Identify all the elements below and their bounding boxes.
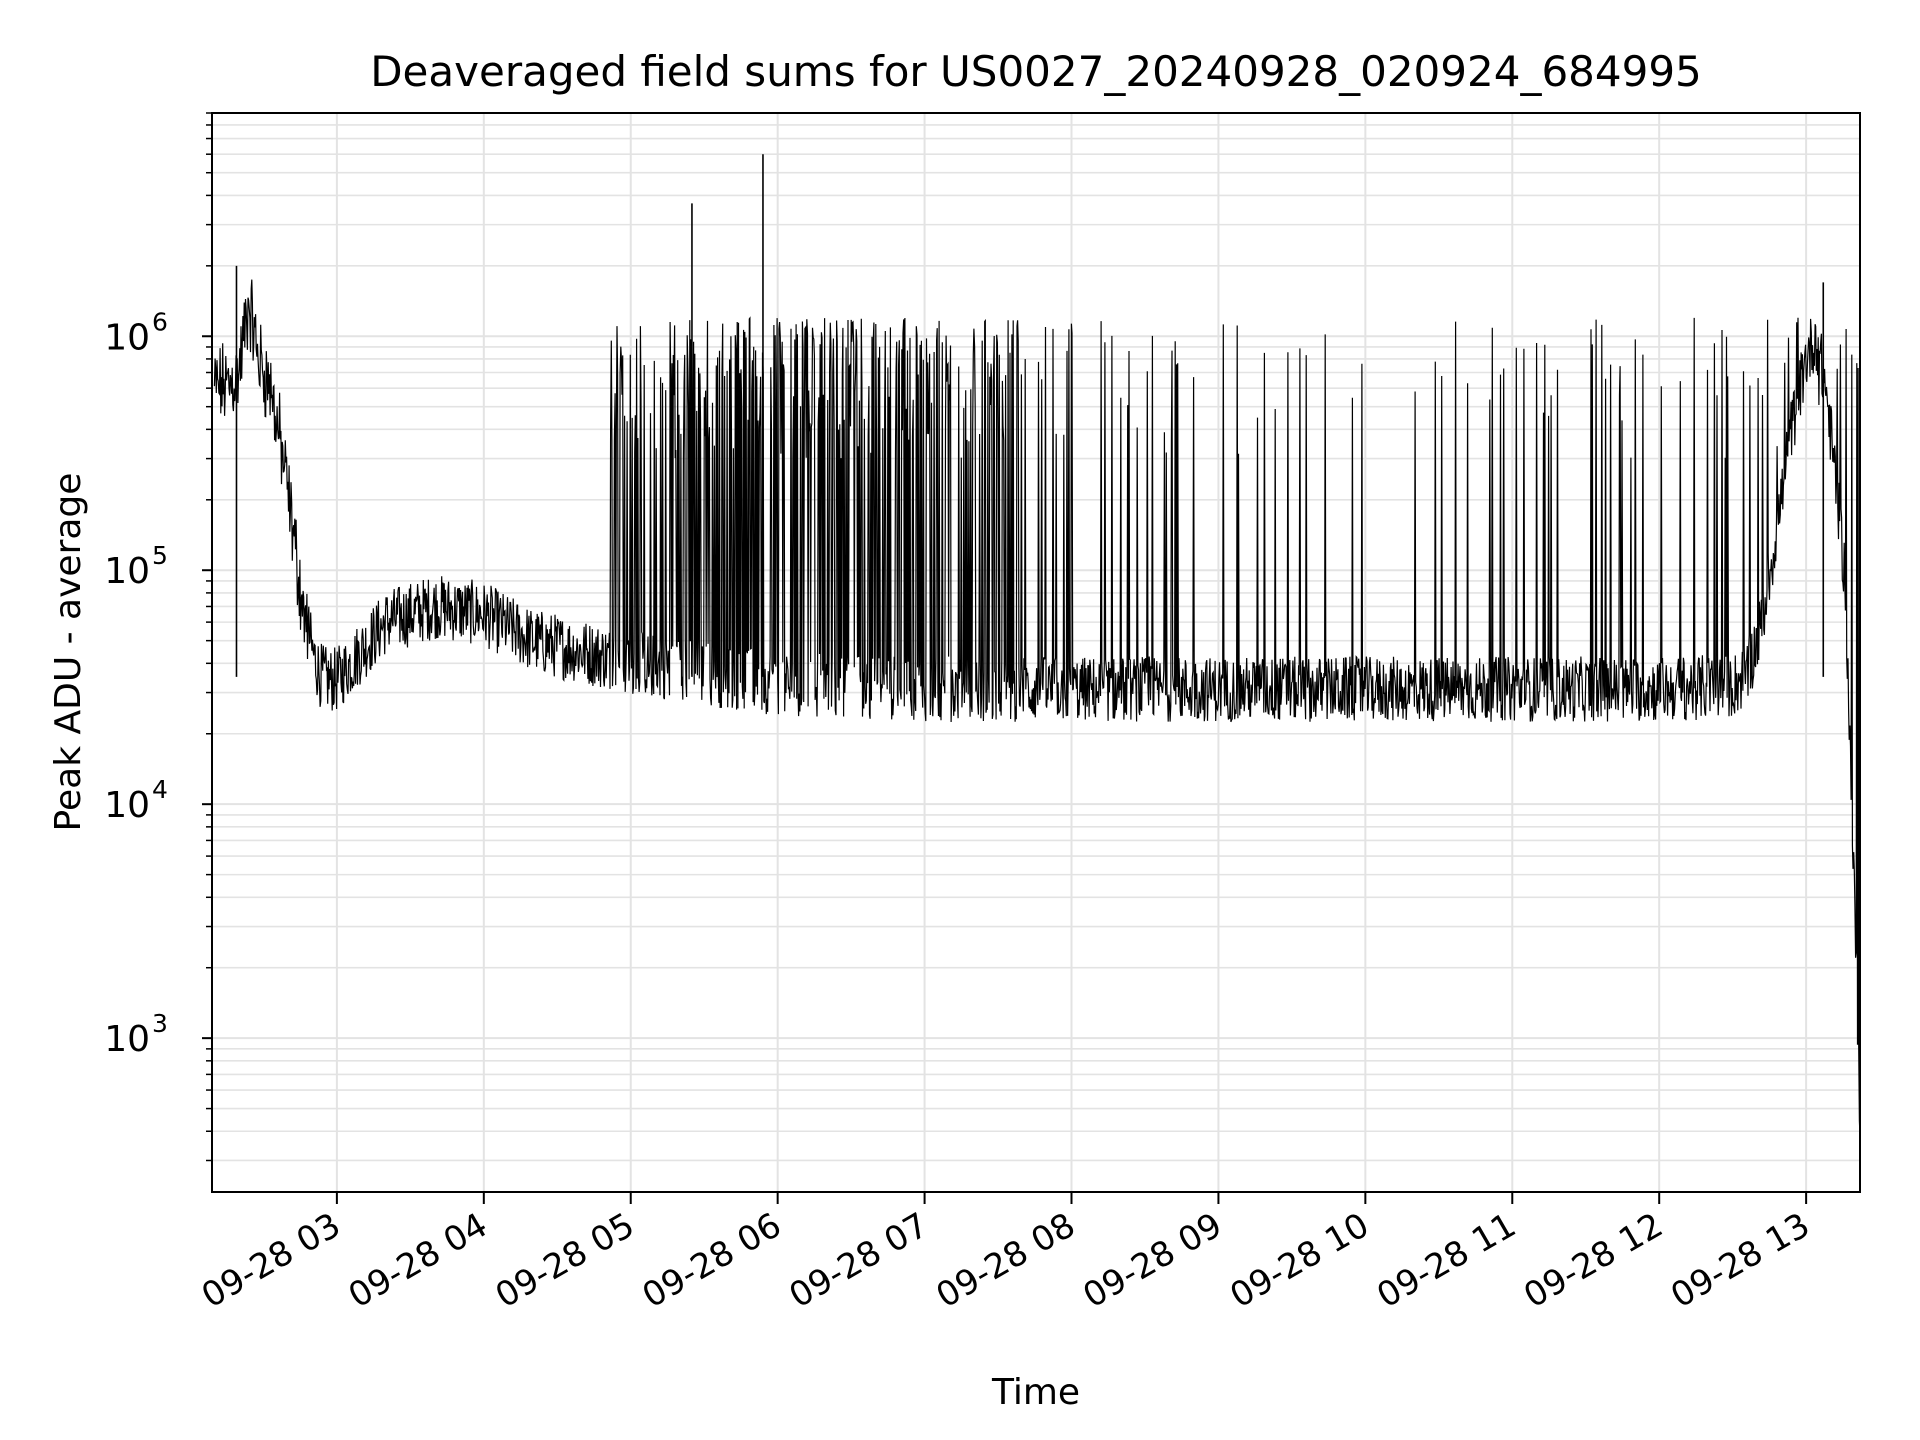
y-tick-label: 10 [104,1019,150,1060]
grid [212,112,1860,1192]
y-tick-label: 10 [104,551,150,592]
series-layer [213,154,1861,1137]
y-tick-exponent: 3 [152,1009,168,1038]
y-tick-exponent: 6 [152,307,168,336]
plot-frame [211,112,1861,1193]
y-tick-label: 10 [104,317,150,358]
y-tick-exponent: 5 [152,541,168,570]
y-axis-label: Peak ADU - average [48,473,89,832]
y-tick-exponent: 4 [152,775,168,804]
chart-title: Deaveraged field sums for US0027_2024092… [370,47,1702,96]
series-line [213,279,1861,1137]
x-axis-label: Time [991,1372,1080,1413]
y-tick-label: 10 [104,785,150,826]
